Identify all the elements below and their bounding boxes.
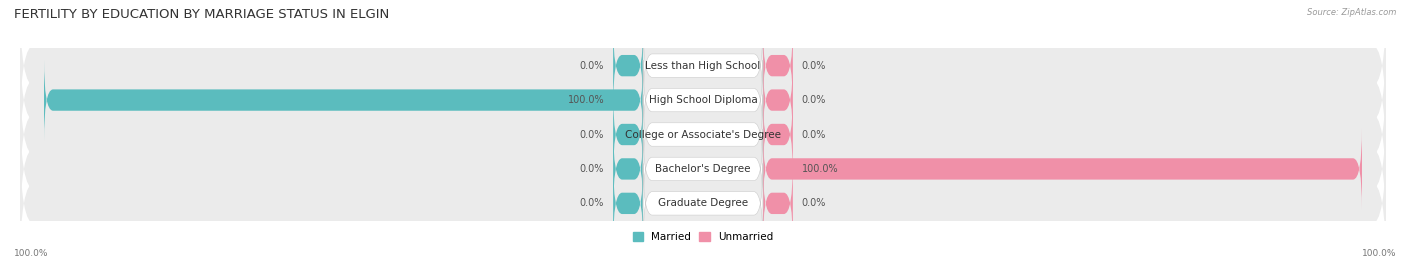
Text: College or Associate's Degree: College or Associate's Degree <box>626 129 780 140</box>
Text: 0.0%: 0.0% <box>579 61 605 71</box>
Text: 0.0%: 0.0% <box>579 198 605 208</box>
Legend: Married, Unmarried: Married, Unmarried <box>628 228 778 246</box>
Text: 100.0%: 100.0% <box>801 164 838 174</box>
FancyBboxPatch shape <box>20 1 1386 130</box>
FancyBboxPatch shape <box>643 95 763 174</box>
Text: 100.0%: 100.0% <box>568 95 605 105</box>
Text: Source: ZipAtlas.com: Source: ZipAtlas.com <box>1306 8 1396 17</box>
Text: Bachelor's Degree: Bachelor's Degree <box>655 164 751 174</box>
FancyBboxPatch shape <box>643 164 763 243</box>
FancyBboxPatch shape <box>763 162 793 244</box>
FancyBboxPatch shape <box>643 26 763 105</box>
Text: 0.0%: 0.0% <box>801 129 827 140</box>
Text: 0.0%: 0.0% <box>579 164 605 174</box>
Text: 0.0%: 0.0% <box>801 198 827 208</box>
FancyBboxPatch shape <box>613 25 643 107</box>
Text: High School Diploma: High School Diploma <box>648 95 758 105</box>
FancyBboxPatch shape <box>20 35 1386 165</box>
Text: FERTILITY BY EDUCATION BY MARRIAGE STATUS IN ELGIN: FERTILITY BY EDUCATION BY MARRIAGE STATU… <box>14 8 389 21</box>
FancyBboxPatch shape <box>613 128 643 210</box>
FancyBboxPatch shape <box>763 128 1362 210</box>
Text: 100.0%: 100.0% <box>1361 249 1396 258</box>
FancyBboxPatch shape <box>44 59 643 141</box>
FancyBboxPatch shape <box>643 60 763 140</box>
FancyBboxPatch shape <box>20 70 1386 199</box>
Text: 100.0%: 100.0% <box>14 249 49 258</box>
FancyBboxPatch shape <box>613 94 643 175</box>
FancyBboxPatch shape <box>763 25 793 107</box>
FancyBboxPatch shape <box>763 94 793 175</box>
FancyBboxPatch shape <box>763 59 793 141</box>
Text: Less than High School: Less than High School <box>645 61 761 71</box>
FancyBboxPatch shape <box>20 104 1386 234</box>
Text: 0.0%: 0.0% <box>579 129 605 140</box>
Text: Graduate Degree: Graduate Degree <box>658 198 748 208</box>
Text: 0.0%: 0.0% <box>801 61 827 71</box>
FancyBboxPatch shape <box>20 139 1386 268</box>
Text: 0.0%: 0.0% <box>801 95 827 105</box>
FancyBboxPatch shape <box>643 129 763 209</box>
FancyBboxPatch shape <box>613 162 643 244</box>
